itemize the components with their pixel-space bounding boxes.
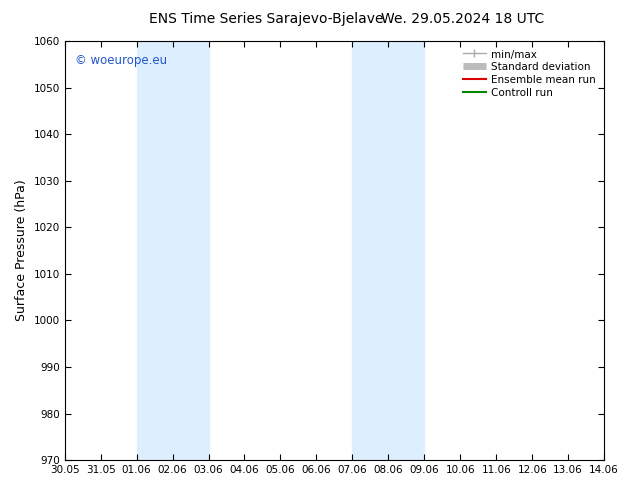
Text: ENS Time Series Sarajevo-Bjelave: ENS Time Series Sarajevo-Bjelave [149, 12, 384, 26]
Bar [136, 41, 209, 460]
Text: © woeurope.eu: © woeurope.eu [75, 53, 167, 67]
Y-axis label: Surface Pressure (hPa): Surface Pressure (hPa) [15, 180, 28, 321]
Bar [353, 41, 424, 460]
Text: We. 29.05.2024 18 UTC: We. 29.05.2024 18 UTC [381, 12, 545, 26]
Legend: min/max, Standard deviation, Ensemble mean run, Controll run: min/max, Standard deviation, Ensemble me… [460, 46, 599, 101]
